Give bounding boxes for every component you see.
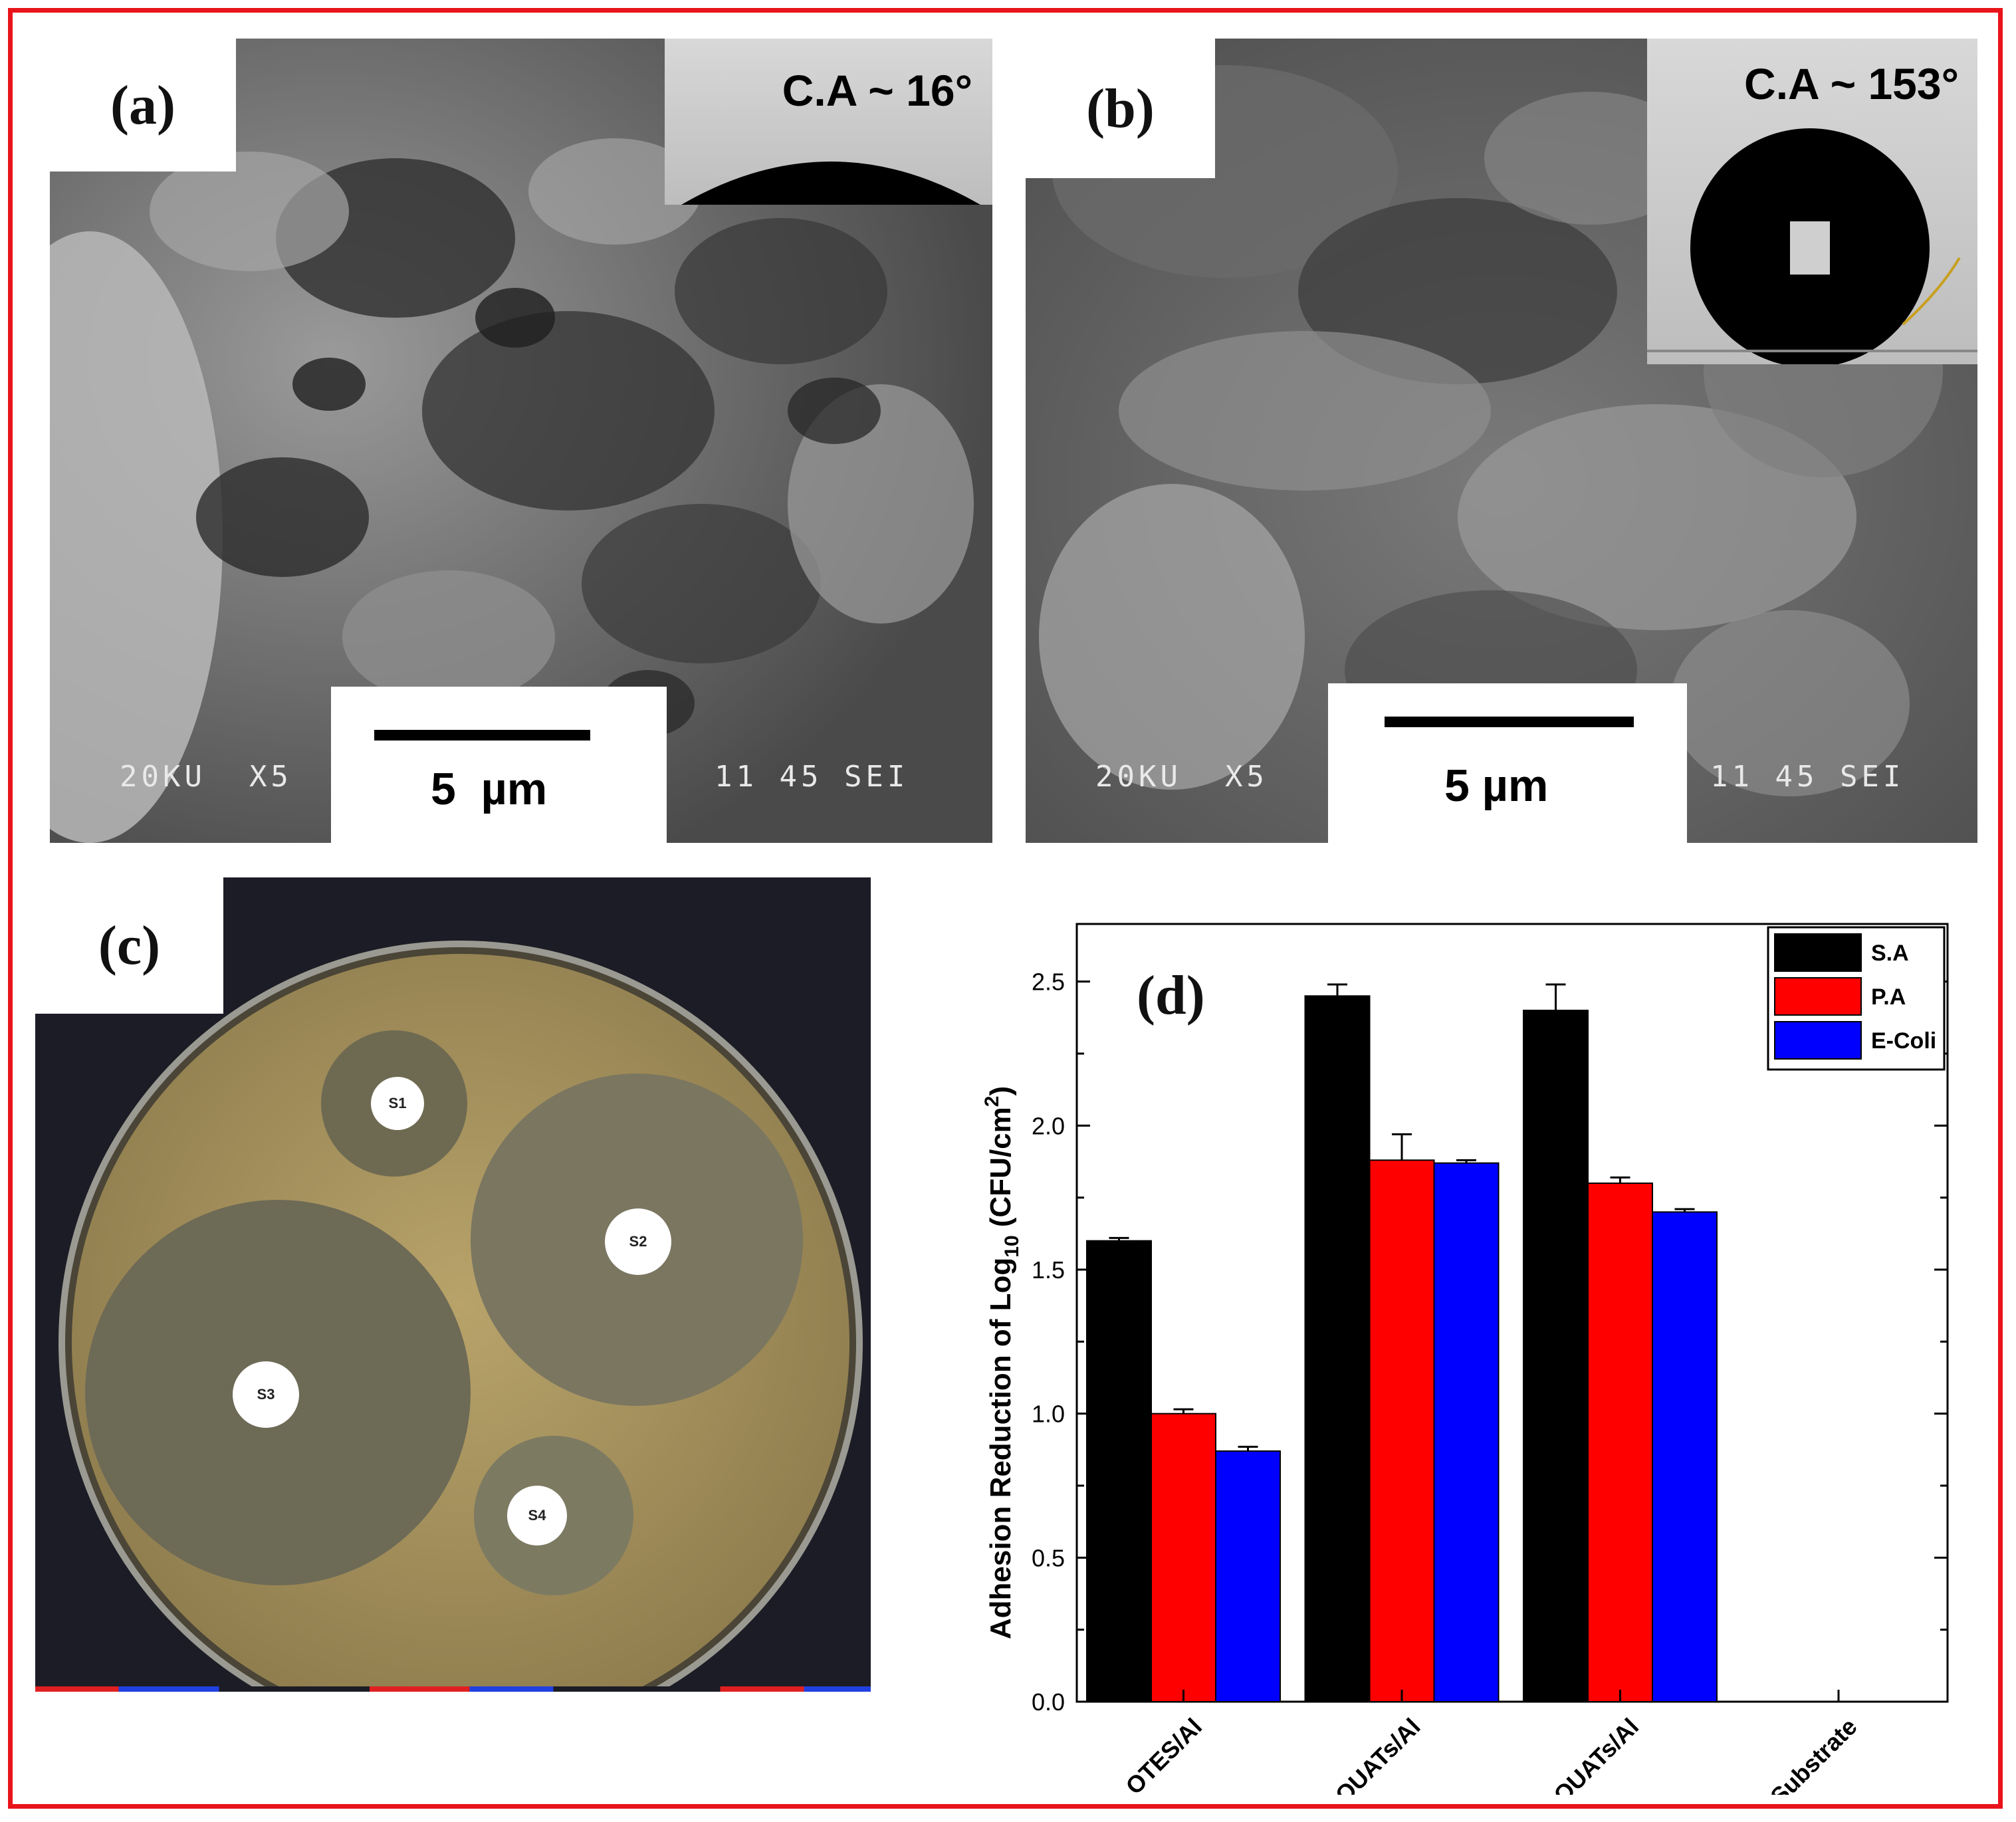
panel-c-label: (c) [35, 877, 223, 1014]
panel-a-sem-image: (a) C.A ~ 16° 5 µm 20KU X5 11 45 SEI [50, 39, 992, 843]
panel-d-bar-chart: 0.00.51.01.52.02.5 OTES/Al OTES-QUATs/Al Q… [981, 923, 1949, 1795]
panel-a-meta-right: 11 45 SEI [715, 760, 909, 794]
panel-a-contact-angle-label: C.A ~ 16° [782, 66, 972, 115]
panel-b-scale-box: 5 µm [1328, 683, 1687, 843]
y-tick-label-4: 2.0 [1032, 1112, 1065, 1139]
legend-swatch-1 [1774, 977, 1862, 1016]
y-tick-label-0: 0.0 [1032, 1688, 1065, 1716]
y-axis-title-close: ) [984, 1086, 1017, 1096]
y-axis-title-sup: 2 [981, 1096, 1003, 1107]
bar-2-2 [1652, 1211, 1718, 1702]
y-axis-title-sub: 10 [1001, 1235, 1023, 1257]
panel-b-label: (b) [1026, 39, 1215, 178]
panel-b-meta-left: 20KU X5 [1095, 760, 1268, 794]
panel-b-contact-angle-label: C.A ~ 153° [1744, 59, 1959, 108]
bar-0-1 [1151, 1413, 1216, 1703]
disc-s4: S4 [507, 1486, 567, 1545]
panel-a-scale-label: 5 µm [431, 764, 548, 814]
legend-label-0: S.A [1871, 941, 1909, 966]
legend-label-1: P.A [1871, 984, 1906, 1010]
bar-1-0 [1304, 995, 1371, 1702]
panel-a-scale-box: 5 µm [331, 687, 667, 843]
y-tick-label-5: 2.5 [1032, 968, 1065, 996]
panel-b-meta-right: 11 45 SEI [1710, 760, 1905, 794]
bottom-color-strip [35, 1686, 871, 1692]
panel-b-contact-angle-inset: C.A ~ 153° [1647, 39, 1977, 364]
petri-dish-illustration [58, 941, 863, 1692]
panel-d-label: (d) [1137, 965, 1205, 1026]
panel-b-sem-image: (b) C.A ~ 153° 5 µm 20KU X5 11 45 SEI [1026, 39, 1977, 843]
panel-b-scale-label: 5 µm [1444, 760, 1549, 811]
figure-border [8, 8, 2003, 1809]
y-axis-title-unit: (CFU/cm [984, 1107, 1017, 1235]
scale-bar-b [1385, 717, 1634, 727]
bar-1-1 [1369, 1159, 1435, 1703]
water-droplet-icon [681, 162, 980, 205]
legend-swatch-0 [1774, 933, 1862, 972]
panel-a-contact-angle-inset: C.A ~ 16° [665, 39, 992, 205]
scale-bar [374, 730, 590, 740]
bar-0-2 [1215, 1450, 1281, 1702]
water-droplet-icon-b [1647, 128, 1977, 364]
disc-s2: S2 [605, 1208, 671, 1275]
y-tick-label-3: 1.5 [1032, 1256, 1065, 1284]
legend-label-2: E-Coli [1871, 1028, 1936, 1054]
y-tick-label-1: 0.5 [1032, 1544, 1065, 1571]
panel-c-petri-dish-photo: S1 S2 S3 S4 (c) [35, 877, 871, 1692]
disc-s1: S1 [371, 1077, 424, 1130]
svg-text:Adhesion Reduction of Log10 (C: Adhesion Reduction of Log10 (CFU/cm2) [981, 1086, 1023, 1639]
bar-1-2 [1433, 1162, 1500, 1702]
disc-s3: S3 [233, 1361, 299, 1428]
panel-a-label: (a) [50, 39, 236, 171]
chart-y-axis-title: Adhesion Reduction of Log10 (CFU/cm2) [981, 1086, 1023, 1639]
bar-2-0 [1523, 1010, 1589, 1702]
legend-swatch-2 [1774, 1021, 1862, 1060]
y-tick-label-2: 1.0 [1032, 1401, 1065, 1428]
sem-texture-b [1026, 39, 1977, 843]
y-axis-title-main: Adhesion Reduction of Log [984, 1258, 1017, 1639]
panel-a-meta-left: 20KU X5 [120, 760, 292, 794]
